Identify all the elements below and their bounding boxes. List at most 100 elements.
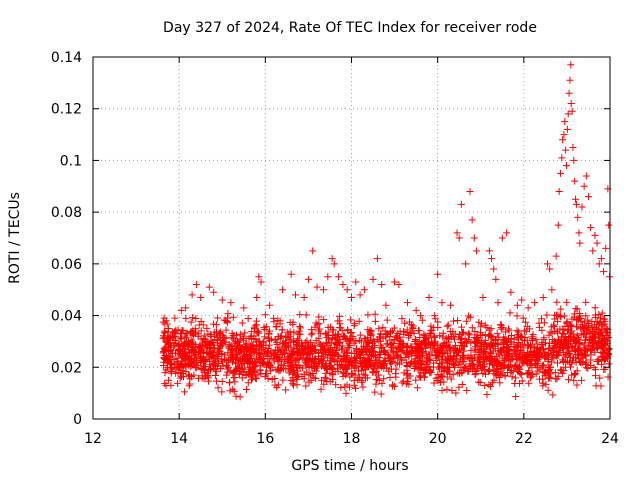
data-point <box>462 260 470 268</box>
data-point <box>598 309 606 317</box>
data-point <box>596 374 604 382</box>
data-point <box>540 361 548 369</box>
data-point <box>218 378 226 386</box>
data-point <box>576 339 584 347</box>
data-point <box>602 341 610 349</box>
data-point <box>558 154 566 162</box>
data-point <box>212 377 220 385</box>
data-point <box>387 329 395 337</box>
data-point <box>400 330 408 338</box>
data-point <box>487 357 495 365</box>
data-point <box>180 350 188 358</box>
data-point <box>302 362 310 370</box>
data-point <box>275 355 283 363</box>
data-point <box>383 364 391 372</box>
data-point <box>188 359 196 367</box>
data-point <box>422 335 430 343</box>
data-point <box>417 360 425 368</box>
data-point <box>541 369 549 377</box>
data-point <box>427 322 435 330</box>
data-point <box>348 349 356 357</box>
data-point <box>489 361 497 369</box>
data-point <box>355 373 363 381</box>
data-point <box>582 352 590 360</box>
data-point <box>311 323 319 331</box>
data-point <box>542 339 550 347</box>
data-point <box>511 380 519 388</box>
data-point <box>488 255 496 263</box>
data-point <box>279 365 287 373</box>
data-point <box>231 378 239 386</box>
data-point <box>318 362 325 370</box>
data-point <box>420 340 428 347</box>
data-point <box>346 341 354 349</box>
x-tick-label: 16 <box>256 431 274 447</box>
data-point <box>293 381 301 389</box>
data-point <box>490 265 498 273</box>
data-point <box>322 351 330 359</box>
data-point <box>568 315 576 323</box>
data-point <box>343 335 351 343</box>
data-point <box>508 366 516 374</box>
data-point <box>274 333 282 341</box>
data-point <box>573 381 581 389</box>
data-point <box>554 372 562 380</box>
data-point <box>191 351 199 359</box>
data-point <box>240 304 248 312</box>
data-point <box>464 364 472 372</box>
data-point <box>498 234 506 242</box>
data-point <box>330 260 338 268</box>
data-point <box>406 361 414 369</box>
data-point <box>548 358 556 366</box>
data-point <box>212 321 220 329</box>
data-point <box>236 349 244 357</box>
data-point <box>565 337 573 345</box>
data-point <box>201 335 209 343</box>
data-point <box>360 345 368 353</box>
data-point <box>458 339 466 347</box>
data-point <box>450 345 458 353</box>
data-point <box>363 338 371 346</box>
data-point <box>303 354 311 362</box>
data-point <box>399 377 407 385</box>
data-point <box>286 358 294 366</box>
data-point <box>451 344 459 352</box>
data-point <box>378 281 386 289</box>
data-point <box>555 187 563 195</box>
data-point <box>575 358 583 366</box>
data-point <box>342 365 350 373</box>
y-axis-label: ROTI / TECUs <box>7 192 23 284</box>
data-point <box>173 354 181 362</box>
data-point <box>595 357 603 365</box>
data-point <box>355 317 363 325</box>
data-point <box>484 332 492 340</box>
data-point <box>605 346 613 354</box>
data-point <box>285 355 293 363</box>
data-point <box>425 350 433 358</box>
data-point <box>538 326 546 334</box>
data-point <box>575 345 583 353</box>
data-point <box>569 343 577 351</box>
data-point <box>285 343 293 351</box>
x-axis-label: GPS time / hours <box>291 458 408 474</box>
data-point <box>188 291 196 299</box>
data-point <box>600 365 608 373</box>
data-point <box>603 347 611 355</box>
data-point <box>567 363 575 371</box>
data-point <box>545 340 553 348</box>
data-point <box>462 317 470 325</box>
data-point <box>564 348 572 356</box>
data-point <box>260 355 268 363</box>
data-point <box>449 332 457 340</box>
data-point <box>564 376 572 384</box>
data-point <box>550 321 558 329</box>
data-point <box>290 328 298 336</box>
data-point <box>532 336 540 344</box>
data-point <box>593 239 601 247</box>
data-point <box>593 318 601 326</box>
data-point <box>182 330 190 338</box>
data-point <box>563 318 571 326</box>
data-point <box>546 328 554 336</box>
x-tick-label: 24 <box>601 431 619 447</box>
data-point <box>372 356 380 364</box>
